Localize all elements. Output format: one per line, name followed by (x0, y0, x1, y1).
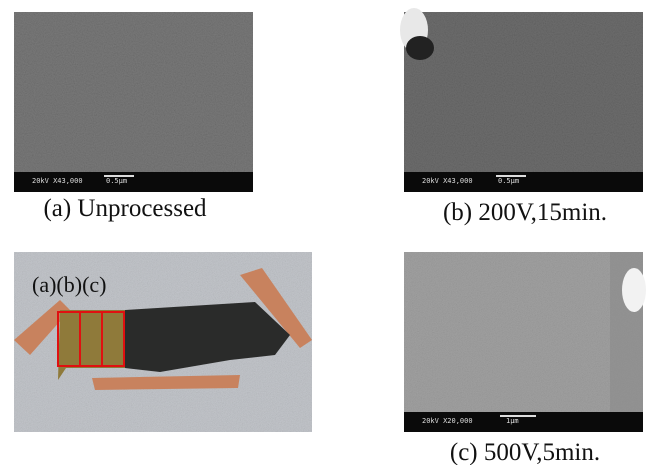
figure: 20kV X43,000 0.5μm (a) Unprocessed 20kV … (0, 0, 650, 465)
sem-image-b: 20kV X43,000 0.5μm (400, 8, 643, 192)
scale-bar: 0.5μm (498, 177, 519, 185)
scale-bar: 0.5μm (106, 177, 127, 185)
caption: (c) 500V,5min. (450, 439, 600, 465)
caption: (a) Unprocessed (43, 195, 207, 222)
scale-info: 20kV X20,000 (422, 417, 473, 425)
scale-bar: 1μm (506, 417, 519, 425)
sem-image-c: 20kV X20,000 1μm (404, 252, 646, 432)
scale-info: 20kV X43,000 (32, 177, 83, 185)
photo-label: (a)(b)(c) (32, 272, 107, 297)
sample-photo: (a)(b)(c) (14, 252, 312, 432)
scale-info: 20kV X43,000 (422, 177, 473, 185)
sem-image-a: 20kV X43,000 0.5μm (14, 12, 253, 192)
caption: (b) 200V,15min. (443, 199, 607, 226)
